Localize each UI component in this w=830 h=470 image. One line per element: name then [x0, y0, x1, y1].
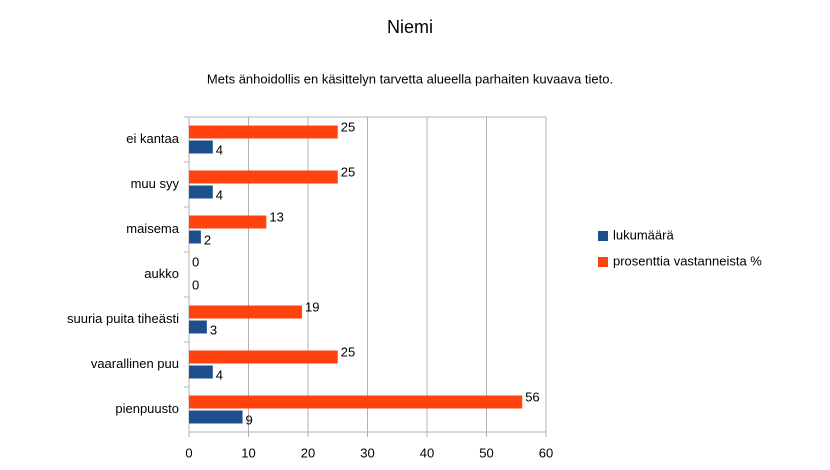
- legend-swatch: [598, 231, 608, 241]
- y-tick-label: ei kantaa: [126, 131, 180, 146]
- data-label: 4: [216, 367, 223, 382]
- data-label: 25: [341, 119, 355, 134]
- y-tick-label: aukko: [144, 266, 179, 281]
- data-label: 4: [216, 187, 223, 202]
- x-tick-label: 60: [539, 445, 553, 460]
- legend-swatch: [598, 257, 608, 267]
- chart-subtitle: Mets änhoidollis en käsittelyn tarvetta …: [207, 71, 613, 86]
- legend-label: lukumäärä: [613, 227, 674, 242]
- x-tick-label: 10: [241, 445, 255, 460]
- data-label: 9: [246, 412, 253, 427]
- bar: [189, 320, 207, 334]
- x-tick-label: 0: [185, 445, 192, 460]
- data-label: 2: [204, 232, 211, 247]
- data-label: 0: [192, 277, 199, 292]
- y-tick-label: pienpuusto: [115, 401, 179, 416]
- data-label: 56: [525, 389, 539, 404]
- legend-label: prosenttia vastanneista %: [613, 253, 762, 268]
- data-label: 3: [210, 322, 217, 337]
- data-label: 0: [192, 254, 199, 269]
- bar: [189, 350, 338, 364]
- data-label: 4: [216, 142, 223, 157]
- plot-frame: [188, 116, 547, 433]
- bar: [189, 305, 303, 319]
- y-tick-label: vaarallinen puu: [91, 356, 179, 371]
- bar: [189, 365, 213, 379]
- bar: [189, 185, 213, 199]
- data-label: 25: [341, 164, 355, 179]
- bar: [189, 230, 201, 244]
- x-tick-label: 40: [420, 445, 434, 460]
- y-tick-label: muu syy: [131, 176, 180, 191]
- bar: [189, 395, 523, 409]
- data-label: 19: [305, 299, 319, 314]
- bar: [189, 410, 243, 424]
- y-tick-label: maisema: [126, 221, 180, 236]
- data-label: 25: [341, 344, 355, 359]
- x-tick-label: 30: [360, 445, 374, 460]
- data-label: 13: [269, 209, 283, 224]
- bar: [189, 215, 267, 229]
- bar: [189, 140, 213, 154]
- y-tick-label: suuria puita tiheästi: [67, 311, 179, 326]
- x-tick-label: 50: [479, 445, 493, 460]
- bar: [189, 170, 338, 184]
- bar: [189, 125, 338, 139]
- x-tick-label: 20: [301, 445, 315, 460]
- chart-title: Niemi: [387, 17, 433, 37]
